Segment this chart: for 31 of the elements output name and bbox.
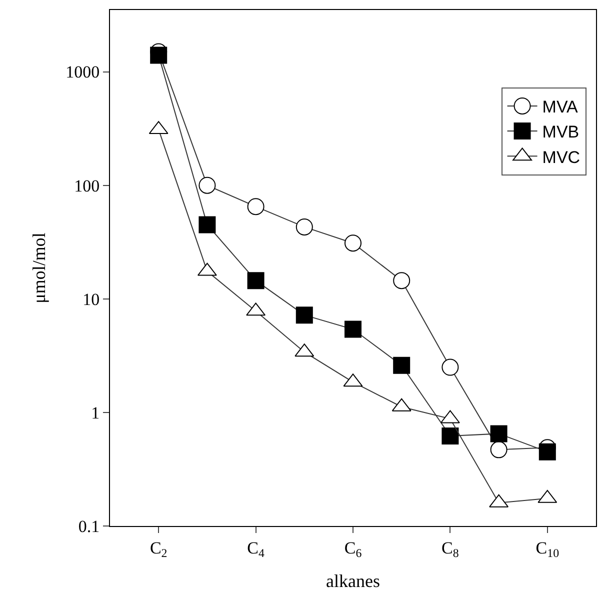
point [538, 443, 556, 460]
y-tick-label: 1 [91, 403, 100, 422]
point [490, 425, 508, 442]
x-tick-label: C$_{6}$ [344, 538, 362, 560]
y-tick-label: 1000 [66, 62, 100, 82]
y-tick-label: 100 [74, 176, 100, 196]
point [344, 234, 362, 252]
point [150, 46, 168, 64]
point [247, 272, 264, 290]
point [198, 216, 216, 234]
x-tick-label: C$_{4}$ [247, 538, 264, 560]
y-tick-label: 10 [82, 290, 100, 309]
x-axis-title: alkanes [326, 571, 380, 592]
point [490, 441, 508, 458]
point [442, 428, 459, 445]
x-tick-label: C$_{10}$ [536, 538, 560, 560]
x-tick-label: C$_{2}$ [150, 538, 168, 560]
y-axis-title: μmol/mol [28, 232, 49, 304]
x-tick-label: C$_{8}$ [442, 538, 459, 560]
point [296, 218, 313, 236]
point [247, 198, 264, 216]
y-tick-label: 0.1 [78, 516, 100, 536]
point [344, 320, 362, 338]
legend-label: MVA [542, 98, 579, 117]
point [296, 306, 313, 324]
point [393, 272, 410, 290]
legend-label: MVC [542, 148, 580, 167]
point [198, 176, 216, 194]
point [442, 358, 459, 376]
legend-label: MVB [542, 122, 580, 142]
point [393, 356, 410, 374]
